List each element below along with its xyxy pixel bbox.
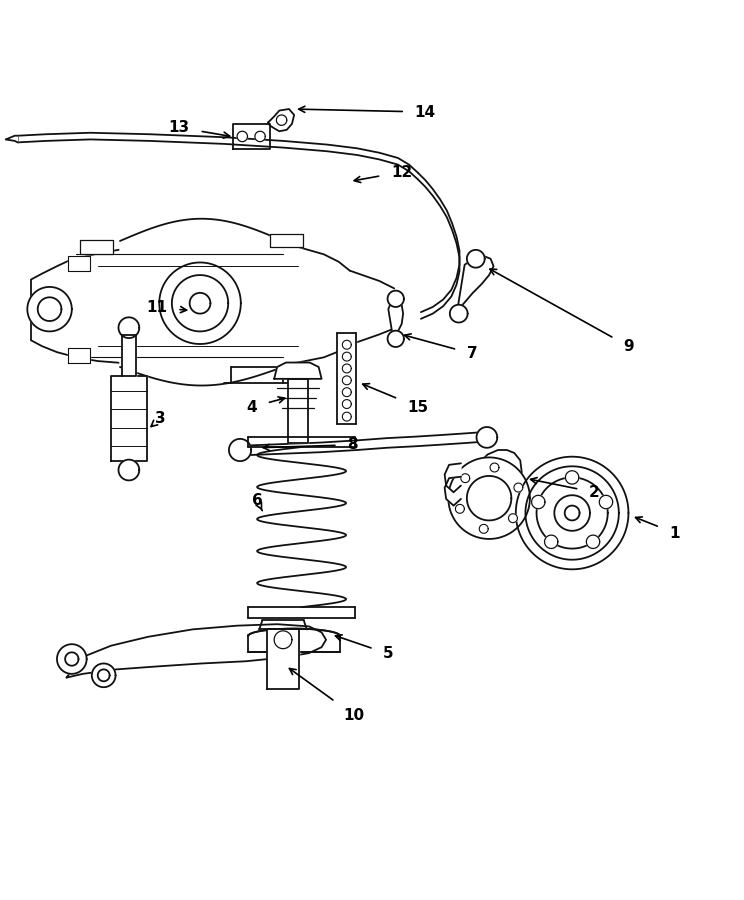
Polygon shape bbox=[342, 340, 351, 349]
Polygon shape bbox=[342, 412, 351, 421]
Polygon shape bbox=[461, 473, 469, 482]
Polygon shape bbox=[450, 305, 468, 322]
Text: 6: 6 bbox=[251, 493, 263, 510]
Polygon shape bbox=[237, 131, 248, 141]
Text: 10: 10 bbox=[289, 669, 365, 723]
Text: 3: 3 bbox=[151, 410, 166, 427]
Polygon shape bbox=[31, 241, 350, 367]
Polygon shape bbox=[516, 456, 629, 570]
Polygon shape bbox=[388, 299, 403, 336]
Text: 13: 13 bbox=[169, 120, 230, 139]
Polygon shape bbox=[65, 652, 78, 666]
Polygon shape bbox=[458, 256, 493, 310]
Polygon shape bbox=[57, 644, 86, 674]
Polygon shape bbox=[337, 333, 356, 424]
Text: 9: 9 bbox=[490, 269, 634, 354]
Polygon shape bbox=[565, 471, 579, 484]
Polygon shape bbox=[276, 115, 286, 125]
Polygon shape bbox=[490, 464, 499, 472]
Polygon shape bbox=[6, 136, 18, 142]
Polygon shape bbox=[38, 297, 62, 321]
Polygon shape bbox=[554, 495, 590, 531]
Polygon shape bbox=[342, 388, 351, 397]
Text: 7: 7 bbox=[405, 334, 478, 361]
Text: 2: 2 bbox=[530, 478, 600, 500]
Polygon shape bbox=[455, 504, 464, 513]
Polygon shape bbox=[97, 670, 109, 681]
Polygon shape bbox=[342, 352, 351, 361]
Polygon shape bbox=[111, 376, 147, 461]
Polygon shape bbox=[388, 291, 404, 307]
Polygon shape bbox=[248, 628, 340, 652]
Text: 5: 5 bbox=[336, 634, 394, 662]
Polygon shape bbox=[586, 536, 600, 548]
Text: 8: 8 bbox=[263, 437, 358, 453]
Polygon shape bbox=[92, 663, 115, 688]
Polygon shape bbox=[255, 131, 266, 141]
Polygon shape bbox=[122, 335, 135, 376]
Polygon shape bbox=[565, 506, 580, 520]
Polygon shape bbox=[80, 240, 112, 254]
Text: 12: 12 bbox=[354, 165, 412, 183]
Polygon shape bbox=[600, 495, 612, 508]
Polygon shape bbox=[545, 536, 558, 548]
Polygon shape bbox=[118, 318, 139, 338]
Text: 11: 11 bbox=[147, 301, 187, 315]
Polygon shape bbox=[269, 109, 294, 131]
Polygon shape bbox=[536, 477, 608, 549]
Text: 14: 14 bbox=[299, 104, 436, 120]
Polygon shape bbox=[461, 450, 522, 514]
Polygon shape bbox=[274, 363, 321, 379]
Polygon shape bbox=[342, 400, 351, 409]
Polygon shape bbox=[267, 629, 299, 688]
Polygon shape bbox=[229, 439, 251, 461]
Polygon shape bbox=[445, 464, 461, 506]
Polygon shape bbox=[274, 631, 292, 649]
Polygon shape bbox=[536, 477, 608, 549]
Polygon shape bbox=[514, 483, 523, 492]
Polygon shape bbox=[388, 330, 404, 347]
Polygon shape bbox=[118, 460, 139, 481]
Polygon shape bbox=[233, 124, 270, 149]
Polygon shape bbox=[342, 364, 351, 373]
Polygon shape bbox=[525, 466, 619, 560]
Polygon shape bbox=[467, 250, 484, 267]
Polygon shape bbox=[190, 292, 211, 313]
Polygon shape bbox=[508, 514, 517, 523]
Polygon shape bbox=[449, 457, 530, 539]
Polygon shape bbox=[418, 173, 460, 319]
Polygon shape bbox=[68, 347, 90, 363]
Polygon shape bbox=[288, 379, 307, 443]
Polygon shape bbox=[246, 432, 481, 455]
Polygon shape bbox=[479, 525, 488, 534]
Polygon shape bbox=[67, 625, 326, 678]
Polygon shape bbox=[172, 275, 228, 331]
Polygon shape bbox=[467, 476, 511, 520]
Polygon shape bbox=[120, 219, 283, 385]
Polygon shape bbox=[159, 263, 241, 344]
Polygon shape bbox=[532, 495, 545, 508]
Polygon shape bbox=[28, 287, 72, 331]
Text: 1: 1 bbox=[635, 517, 680, 541]
Text: 15: 15 bbox=[363, 383, 429, 415]
Polygon shape bbox=[18, 133, 418, 179]
Polygon shape bbox=[68, 256, 90, 271]
Polygon shape bbox=[271, 234, 303, 247]
Polygon shape bbox=[476, 427, 497, 448]
Text: 4: 4 bbox=[246, 397, 285, 415]
Polygon shape bbox=[342, 376, 351, 385]
